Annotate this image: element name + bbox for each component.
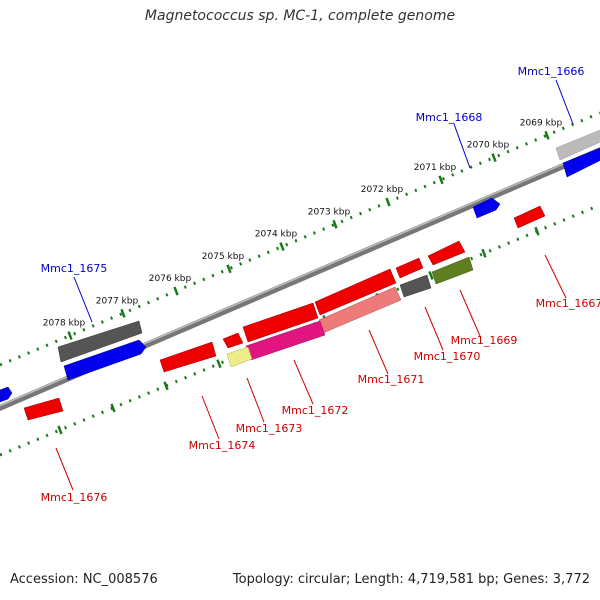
genome-summary-text: Topology: circular; Length: 4,719,581 bp…: [232, 572, 590, 587]
feature-mmc1-1675[interactable]: [63, 339, 147, 381]
feature-mmc1-1668[interactable]: [472, 197, 501, 219]
gene-label-mmc1-1671[interactable]: Mmc1_1671: [358, 373, 425, 386]
outer-tick: [438, 175, 444, 185]
feature-mmc1-1673-red[interactable]: [222, 332, 244, 349]
feature-mmc1-1672-red[interactable]: [242, 302, 319, 343]
gene-label-mmc1-1675[interactable]: Mmc1_1675: [41, 262, 108, 275]
tick-label: 2072 kbp: [361, 185, 404, 195]
tick-label: 2078 kbp: [43, 319, 86, 329]
tick-label: 2069 kbp: [520, 118, 563, 128]
feature-mmc1-1670-gray[interactable]: [399, 274, 432, 298]
feature-mmc1-1674[interactable]: [159, 341, 217, 373]
inner-tick: [163, 381, 169, 391]
tick-label: 2076 kbp: [149, 274, 192, 284]
outer-tick: [173, 286, 179, 296]
outer-tick: [544, 130, 550, 140]
gene-labels: Mmc1_1666 Mmc1_1668 Mmc1_1675 Mmc1_1667 …: [41, 65, 600, 504]
gene-label-mmc1-1674[interactable]: Mmc1_1674: [189, 439, 256, 452]
tick-label: 2077 kbp: [96, 296, 139, 306]
outer-tick: [226, 264, 232, 274]
outer-tick: [67, 331, 73, 341]
inner-tick: [216, 359, 222, 369]
feature-left-edge-blue[interactable]: [0, 386, 13, 403]
feature-mmc1-1670-red[interactable]: [395, 257, 424, 279]
outer-tick: [120, 308, 126, 318]
gene-label-mmc1-1666[interactable]: Mmc1_1666: [518, 65, 585, 78]
feature-mmc1-1669-red[interactable]: [427, 240, 466, 266]
map-title: Magnetococcus sp. MC-1, complete genome: [144, 8, 456, 24]
tick-label: 2070 kbp: [467, 141, 510, 151]
tick-label: 2071 kbp: [414, 163, 457, 173]
feature-mmc1-1673-yellow[interactable]: [226, 346, 253, 368]
outer-major-ticks: [67, 130, 550, 341]
accession-text: Accession: NC_008576: [10, 572, 158, 587]
tick-label: 2075 kbp: [202, 252, 245, 262]
feature-mmc1-1666[interactable]: [562, 146, 600, 178]
label-leader-lines: [55, 79, 574, 491]
outer-tick: [332, 219, 338, 229]
inner-tick: [57, 425, 63, 435]
forward-features: [0, 128, 600, 403]
feature-mmc1-1671-red[interactable]: [314, 268, 397, 316]
tick-label: 2074 kbp: [255, 230, 298, 240]
gene-label-mmc1-1669[interactable]: Mmc1_1669: [451, 334, 518, 347]
gene-label-mmc1-1672[interactable]: Mmc1_1672: [282, 404, 349, 417]
inner-scale-track: [0, 203, 600, 457]
gene-label-mmc1-1667[interactable]: Mmc1_1667: [536, 297, 600, 310]
outer-tick: [491, 153, 497, 162]
gene-label-mmc1-1676[interactable]: Mmc1_1676: [41, 491, 108, 504]
gene-label-mmc1-1673[interactable]: Mmc1_1673: [236, 422, 303, 435]
outer-tick: [279, 242, 285, 251]
feature-mmc1-1669-olive[interactable]: [431, 256, 474, 285]
inner-tick: [428, 270, 434, 280]
feature-mmc1-1675-gray[interactable]: [57, 320, 143, 363]
inner-tick: [481, 248, 487, 258]
outer-scale-track: [0, 111, 600, 367]
feature-mmc1-1667[interactable]: [513, 205, 546, 229]
reverse-features: [23, 205, 546, 421]
feature-mmc1-1666-gray[interactable]: [555, 128, 600, 161]
inner-tick: [110, 403, 116, 413]
outer-tick: [385, 197, 391, 207]
feature-mmc1-1676[interactable]: [23, 397, 64, 421]
gene-label-mmc1-1668[interactable]: Mmc1_1668: [416, 111, 483, 124]
inner-tick: [534, 226, 540, 236]
tick-labels: 2069 kbp 2070 kbp 2071 kbp 2072 kbp 2073 kbp…: [43, 118, 563, 328]
gene-label-mmc1-1670[interactable]: Mmc1_1670: [414, 350, 481, 363]
tick-label: 2073 kbp: [308, 207, 351, 217]
